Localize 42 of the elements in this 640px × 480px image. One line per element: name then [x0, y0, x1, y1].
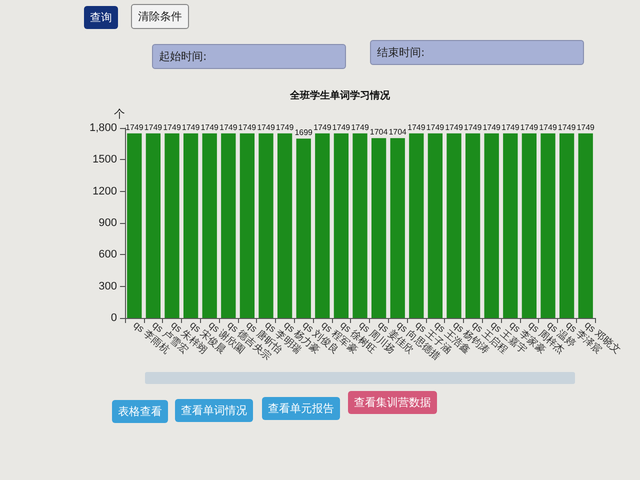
data-label: 1749 — [558, 122, 576, 132]
y-tick-label: 0 — [110, 312, 117, 324]
data-label: 1749 — [163, 122, 182, 132]
y-tick-label: 1,800 — [89, 122, 117, 134]
text: 表格查看 — [112, 400, 168, 423]
data-label: 1749 — [144, 122, 163, 132]
text: 查询 — [84, 6, 118, 29]
text: 清除条件 — [131, 4, 189, 29]
data-label: 1749 — [238, 122, 257, 132]
data-label: 1749 — [482, 122, 502, 132]
data-label: 1749 — [200, 122, 220, 132]
text: 查看集训营数据 — [348, 391, 437, 414]
y-tick-label: 300 — [98, 280, 117, 292]
data-label: 1704 — [388, 128, 408, 137]
data-label: 1749 — [464, 122, 482, 132]
data-label: 1749 — [126, 122, 144, 132]
data-label: 1749 — [445, 122, 464, 132]
data-label: 1749 — [520, 122, 539, 132]
data-label: 1749 — [276, 122, 294, 132]
chart-title: 全班学生单词学习情况 — [289, 90, 391, 102]
data-label: 1749 — [351, 122, 370, 132]
text: 结束时间: — [370, 40, 584, 65]
text: 查看单词情况 — [175, 399, 253, 422]
data-label: 1749 — [408, 122, 426, 132]
data-label: 1749 — [502, 122, 520, 132]
data-label: 1749 — [576, 122, 596, 132]
data-label: 1749 — [332, 122, 351, 132]
y-axis-title: 个 — [114, 108, 125, 120]
y-tick-label: 600 — [98, 248, 117, 261]
data-label: 1749 — [539, 122, 558, 132]
data-label: 1749 — [182, 122, 200, 132]
text: 查看单元报告 — [262, 397, 340, 420]
data-label: 1749 — [257, 122, 276, 132]
data-label: 1704 — [370, 128, 388, 137]
y-tick-label: 1500 — [92, 154, 117, 166]
y-tick-label: 900 — [98, 217, 117, 229]
data-label: 1749 — [220, 122, 238, 132]
data-label: 1749 — [426, 122, 445, 132]
data-label: 1749 — [314, 122, 332, 132]
text: 起始时间: — [152, 44, 346, 69]
y-tick-label: 1200 — [92, 185, 117, 198]
data-label: 1699 — [294, 128, 314, 138]
